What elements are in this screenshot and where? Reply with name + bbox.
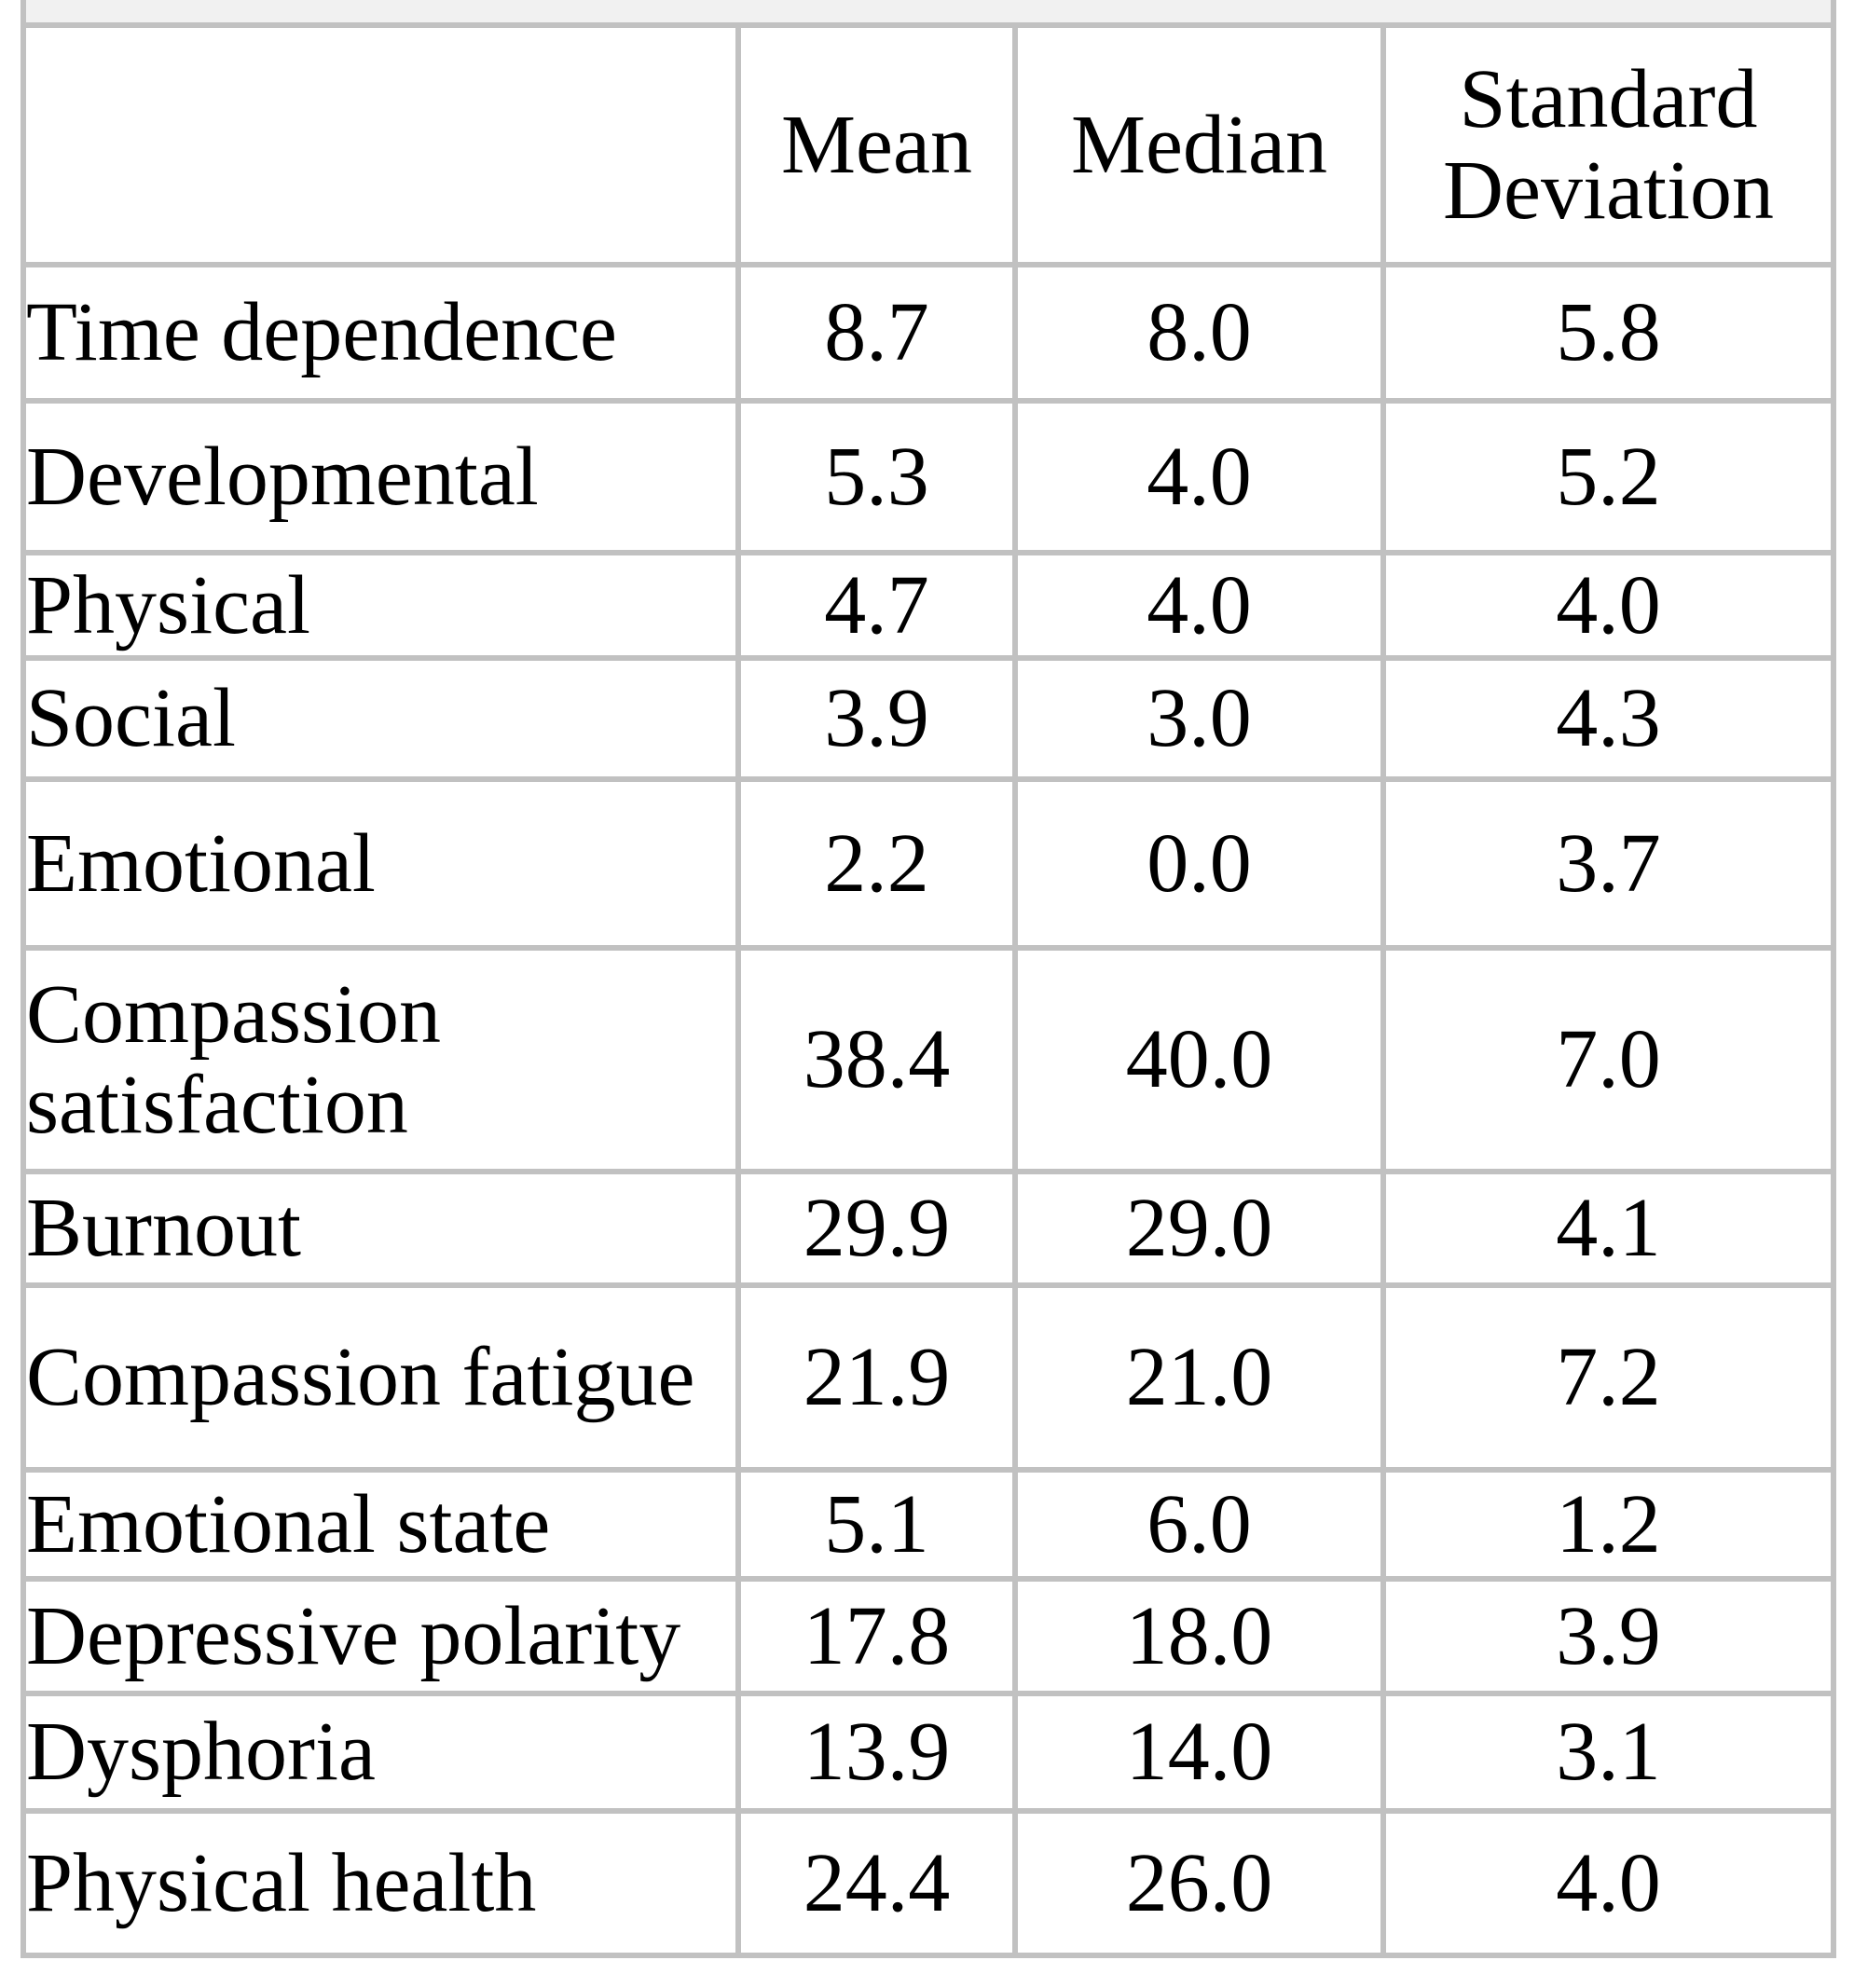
median-value: 14.0 — [1012, 1691, 1386, 1814]
median-value: 6.0 — [1012, 1467, 1386, 1582]
table-row: Compassion fatigue 21.9 21.0 7.2 — [21, 1282, 1836, 1473]
row-label: Compassion fatigue — [21, 1282, 741, 1473]
mean-value: 24.4 — [735, 1808, 1018, 1958]
sd-value: 1.2 — [1380, 1467, 1836, 1582]
mean-value: 3.9 — [735, 655, 1018, 782]
table-row: Developmental 5.3 4.0 5.2 — [21, 398, 1836, 555]
row-label: Emotional state — [21, 1467, 741, 1582]
table-row: Dysphoria 13.9 14.0 3.1 — [21, 1691, 1836, 1814]
mean-value: 5.3 — [735, 398, 1018, 555]
row-label: Burnout — [21, 1169, 741, 1288]
sd-value: 4.0 — [1380, 550, 1836, 661]
sd-value: 7.0 — [1380, 945, 1836, 1174]
table-row: Social 3.9 3.0 4.3 — [21, 655, 1836, 782]
median-value: 0.0 — [1012, 776, 1386, 951]
sd-value: 4.0 — [1380, 1808, 1836, 1958]
median-value: 29.0 — [1012, 1169, 1386, 1288]
sd-value: 7.2 — [1380, 1282, 1836, 1473]
table-row: Physical health 24.4 26.0 4.0 — [21, 1808, 1836, 1958]
table-row: Emotional state 5.1 6.0 1.2 — [21, 1467, 1836, 1582]
sd-value: 5.2 — [1380, 398, 1836, 555]
row-label: Dysphoria — [21, 1691, 741, 1814]
mean-value: 13.9 — [735, 1691, 1018, 1814]
median-value: 4.0 — [1012, 550, 1386, 661]
row-label: Compassion satisfaction — [21, 945, 741, 1174]
row-label: Social — [21, 655, 741, 782]
median-value: 40.0 — [1012, 945, 1386, 1174]
row-label: Physical — [21, 550, 741, 661]
mean-value: 5.1 — [735, 1467, 1018, 1582]
median-value: 3.0 — [1012, 655, 1386, 782]
table-top-strip — [21, 0, 1836, 28]
stats-table: Mean Median Standard Deviation Time depe… — [21, 0, 1836, 1958]
column-header-standard-deviation: Standard Deviation — [1380, 22, 1836, 267]
table-header-row: Mean Median Standard Deviation — [21, 22, 1836, 267]
sd-value: 3.7 — [1380, 776, 1836, 951]
mean-value: 17.8 — [735, 1576, 1018, 1696]
row-label: Depressive polarity — [21, 1576, 741, 1696]
table-row: Emotional 2.2 0.0 3.7 — [21, 776, 1836, 951]
column-header-median: Median — [1012, 22, 1386, 267]
mean-value: 8.7 — [735, 262, 1018, 404]
sd-value: 4.1 — [1380, 1169, 1836, 1288]
sd-value: 3.9 — [1380, 1576, 1836, 1696]
sd-value: 5.8 — [1380, 262, 1836, 404]
median-value: 21.0 — [1012, 1282, 1386, 1473]
column-header-mean: Mean — [735, 22, 1018, 267]
table-row: Physical 4.7 4.0 4.0 — [21, 550, 1836, 661]
row-label: Time dependence — [21, 262, 741, 404]
median-value: 26.0 — [1012, 1808, 1386, 1958]
sd-value: 3.1 — [1380, 1691, 1836, 1814]
median-value: 18.0 — [1012, 1576, 1386, 1696]
mean-value: 29.9 — [735, 1169, 1018, 1288]
table-row: Burnout 29.9 29.0 4.1 — [21, 1169, 1836, 1288]
row-label: Developmental — [21, 398, 741, 555]
mean-value: 2.2 — [735, 776, 1018, 951]
mean-value: 21.9 — [735, 1282, 1018, 1473]
row-label: Emotional — [21, 776, 741, 951]
median-value: 4.0 — [1012, 398, 1386, 555]
column-header-blank — [21, 22, 741, 267]
row-label: Physical health — [21, 1808, 741, 1958]
table-row: Depressive polarity 17.8 18.0 3.9 — [21, 1576, 1836, 1696]
sd-value: 4.3 — [1380, 655, 1836, 782]
mean-value: 38.4 — [735, 945, 1018, 1174]
median-value: 8.0 — [1012, 262, 1386, 404]
table-row: Time dependence 8.7 8.0 5.8 — [21, 262, 1836, 404]
table-row: Compassion satisfaction 38.4 40.0 7.0 — [21, 945, 1836, 1174]
mean-value: 4.7 — [735, 550, 1018, 661]
top-strip-cell — [21, 0, 1836, 28]
